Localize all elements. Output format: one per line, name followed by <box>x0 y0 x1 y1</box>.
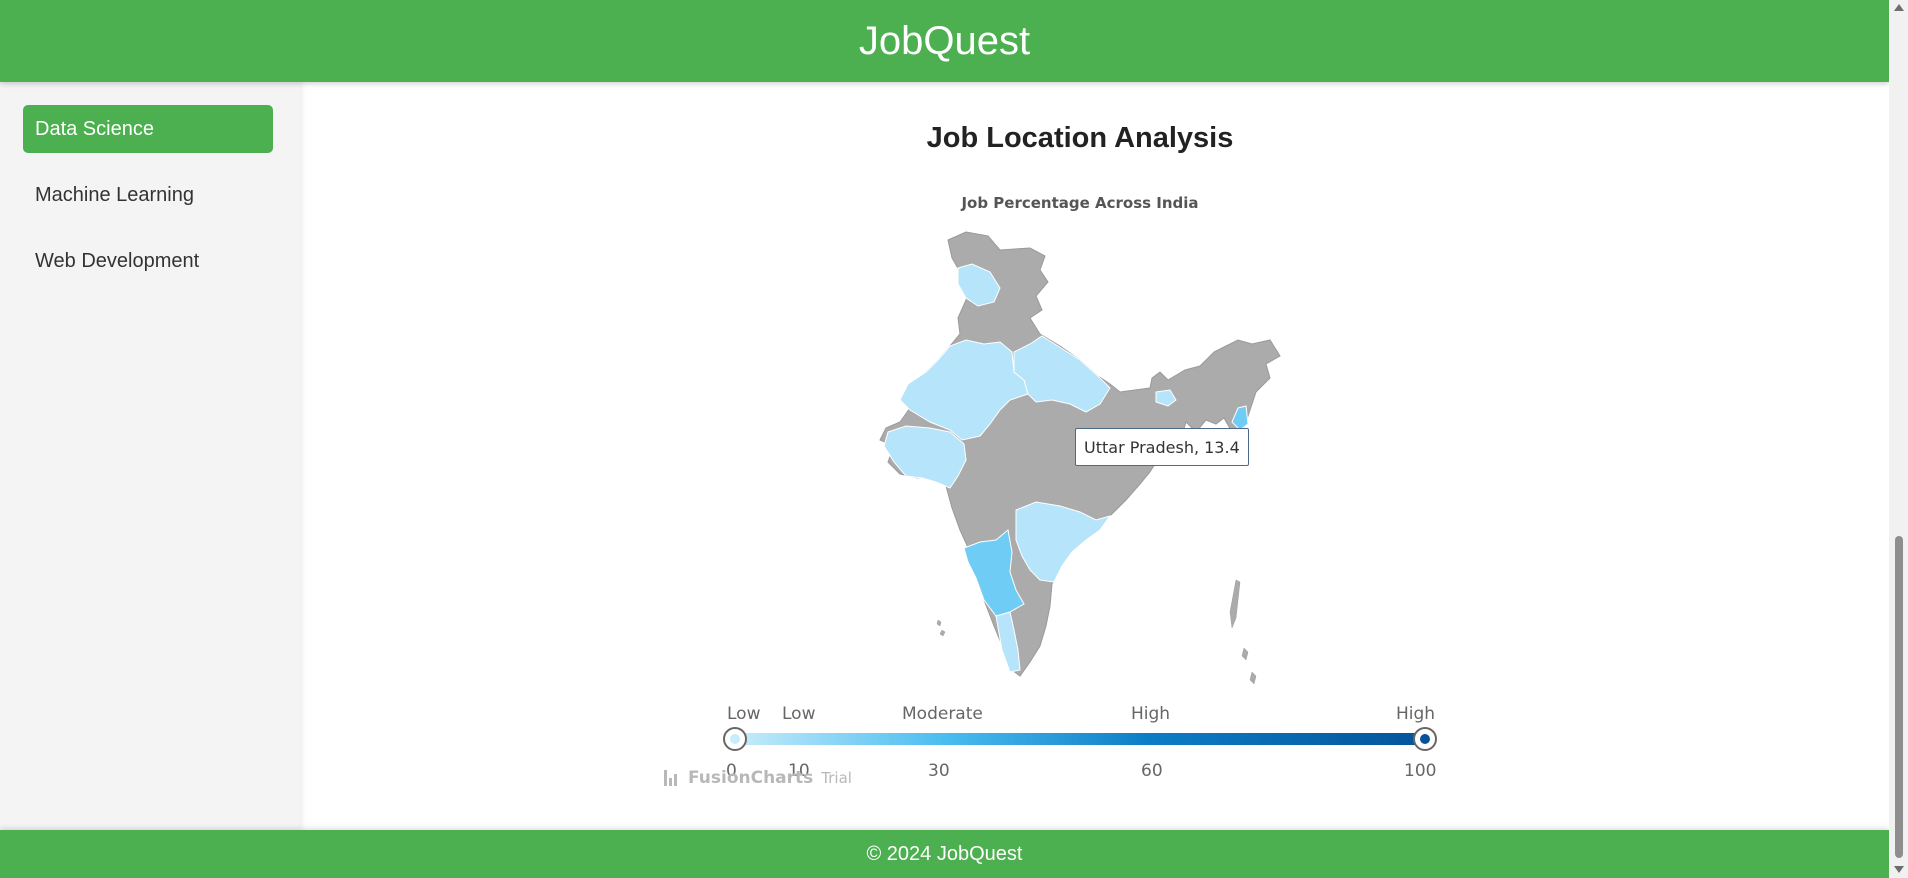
app-header: JobQuest <box>0 0 1889 82</box>
map-region-karnataka[interactable] <box>963 529 1025 617</box>
map-region-gujarat[interactable] <box>883 425 967 489</box>
legend-label-high-max: High <box>1396 704 1436 724</box>
scroll-up-arrow-icon[interactable] <box>1894 4 1904 11</box>
main-content: Job Location Analysis Job Percentage Acr… <box>300 82 1889 830</box>
sidebar-item-machine-learning[interactable]: Machine Learning <box>35 183 194 206</box>
scroll-down-arrow-icon[interactable] <box>1894 866 1904 873</box>
legend-max-slider-handle[interactable] <box>1413 727 1437 751</box>
map-region-andhra-pradesh[interactable] <box>1015 501 1112 583</box>
map-region-rajasthan[interactable] <box>899 339 1029 441</box>
legend-tick-0: 0 <box>726 761 737 781</box>
map-region-andaman-nicobar[interactable] <box>1229 579 1257 685</box>
legend-tick-100: 100 <box>1404 761 1437 781</box>
fusioncharts-watermark: FusionCharts Trial <box>664 768 852 788</box>
map-tooltip: Uttar Pradesh, 13.4 <box>1075 428 1249 466</box>
legend-min-slider-handle[interactable] <box>723 727 747 751</box>
sidebar-item-web-development[interactable]: Web Development <box>35 249 200 272</box>
sidebar-item-data-science[interactable]: Data Science <box>23 105 273 153</box>
legend-label-low: Low <box>782 704 816 724</box>
footer-copyright: © 2024 JobQuest <box>866 842 1023 865</box>
sidebar: Data Science Machine Learning Web Develo… <box>0 82 300 830</box>
legend-label-high: High <box>1131 704 1171 724</box>
legend-gradient-bar <box>735 733 1425 745</box>
map-region-tripura[interactable] <box>1155 389 1177 407</box>
legend-label-moderate: Moderate <box>902 704 983 724</box>
map-region-uttar-pradesh[interactable] <box>1013 335 1111 413</box>
map-region-punjab[interactable] <box>957 263 1001 307</box>
map-region-lakshadweep[interactable] <box>936 619 946 637</box>
legend-label-low-min: Low <box>727 704 761 724</box>
scrollbar-thumb[interactable] <box>1895 536 1903 858</box>
watermark-trial: Trial <box>821 769 852 787</box>
chart-title: Job Percentage Across India <box>961 194 1199 212</box>
page-title: Job Location Analysis <box>926 122 1234 154</box>
watermark-brand: FusionCharts <box>688 768 814 788</box>
map-region-tamil-nadu-south[interactable] <box>995 611 1021 673</box>
map-region-mizoram[interactable] <box>1231 405 1249 431</box>
legend-tick-30: 30 <box>928 761 950 781</box>
app-footer: © 2024 JobQuest <box>0 830 1889 878</box>
legend-tick-10: 10 <box>788 761 810 781</box>
vertical-scrollbar[interactable] <box>1889 0 1908 878</box>
legend-tick-60: 60 <box>1141 761 1163 781</box>
app-title: JobQuest <box>858 18 1031 63</box>
chart-bars-icon <box>664 770 680 786</box>
